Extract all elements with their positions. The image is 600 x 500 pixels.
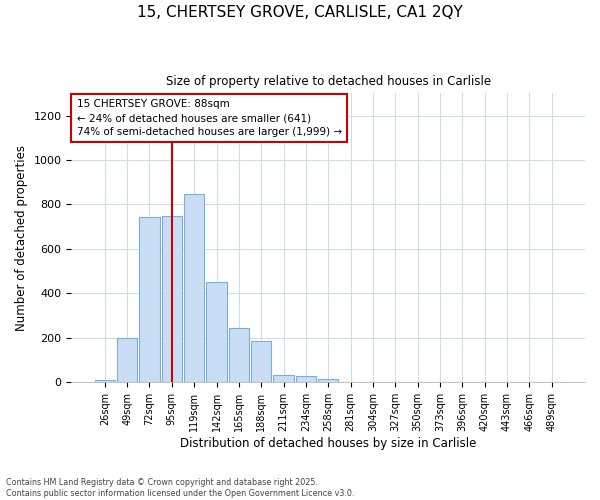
Text: 15 CHERTSEY GROVE: 88sqm
← 24% of detached houses are smaller (641)
74% of semi-: 15 CHERTSEY GROVE: 88sqm ← 24% of detach… <box>77 99 341 137</box>
Bar <box>117 338 137 382</box>
Bar <box>229 328 249 382</box>
Bar <box>162 216 182 382</box>
Bar <box>274 374 293 382</box>
Bar <box>206 282 227 382</box>
Bar <box>251 341 271 382</box>
Bar <box>318 379 338 382</box>
Y-axis label: Number of detached properties: Number of detached properties <box>15 145 28 331</box>
Bar <box>296 376 316 382</box>
X-axis label: Distribution of detached houses by size in Carlisle: Distribution of detached houses by size … <box>180 437 476 450</box>
Bar <box>139 216 160 382</box>
Bar <box>184 194 204 382</box>
Text: 15, CHERTSEY GROVE, CARLISLE, CA1 2QY: 15, CHERTSEY GROVE, CARLISLE, CA1 2QY <box>137 5 463 20</box>
Title: Size of property relative to detached houses in Carlisle: Size of property relative to detached ho… <box>166 75 491 88</box>
Text: Contains HM Land Registry data © Crown copyright and database right 2025.
Contai: Contains HM Land Registry data © Crown c… <box>6 478 355 498</box>
Bar <box>95 380 115 382</box>
